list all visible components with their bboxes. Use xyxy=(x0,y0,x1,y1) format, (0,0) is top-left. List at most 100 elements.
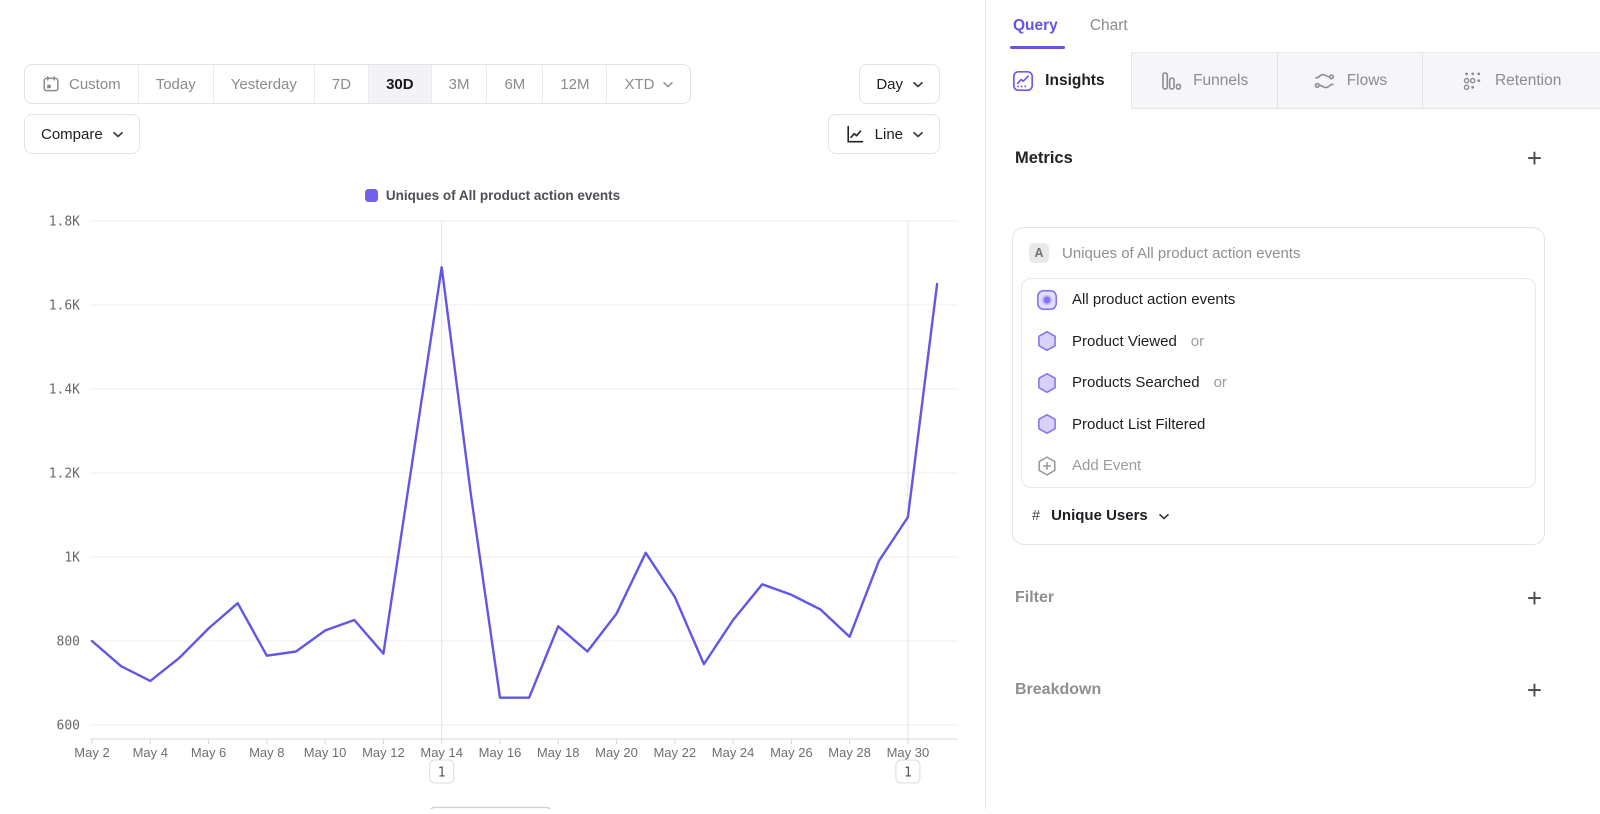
calendar-icon xyxy=(42,75,60,93)
chart-pane: Custom Today Yesterday 7D 30D 3M 6M 12M XTD Day … xyxy=(0,64,985,814)
date-range-label: 6M xyxy=(504,75,526,93)
svg-text:May 4: May 4 xyxy=(133,745,168,760)
date-range-label: 3M xyxy=(448,75,470,93)
toolbar-row-1: Custom Today Yesterday 7D 30D 3M 6M 12M XTD Day xyxy=(24,64,940,104)
date-range-label: 7D xyxy=(331,75,352,93)
svg-text:May 28: May 28 xyxy=(828,745,871,760)
view-tab-chart[interactable]: Chart xyxy=(1089,16,1128,34)
date-range-xtd[interactable]: XTD xyxy=(607,65,690,103)
metrics-section-header: Metrics + xyxy=(1015,143,1542,173)
svg-text:May 30: May 30 xyxy=(887,745,930,760)
measurement-selector[interactable]: # Unique Users xyxy=(1013,488,1544,545)
report-tab-funnels[interactable]: Funnels xyxy=(1131,52,1278,109)
breakdown-title: Breakdown xyxy=(1015,681,1102,698)
legend-label: Uniques of All product action events xyxy=(385,188,621,203)
query-panel: Query Chart Insights Funnels Flows Retention… xyxy=(986,0,1600,809)
svg-text:May 10: May 10 xyxy=(304,745,347,760)
metric-card-title: Uniques of All product action events xyxy=(1062,244,1301,262)
view-tabs: Query Chart xyxy=(986,0,1600,52)
date-range-custom[interactable]: Custom xyxy=(25,65,139,103)
date-range-label: Custom xyxy=(69,75,121,93)
event-name: Product Viewed xyxy=(1072,332,1177,350)
add-metric-button[interactable]: + xyxy=(1526,143,1542,173)
svg-text:May 6: May 6 xyxy=(191,745,226,760)
add-event-row[interactable]: Add Event xyxy=(1022,445,1535,487)
event-row[interactable]: Products Searched or xyxy=(1022,362,1535,404)
event-name: Products Searched xyxy=(1072,374,1200,392)
granularity-button[interactable]: Day xyxy=(859,64,940,104)
report-tab-retention[interactable]: Retention xyxy=(1423,52,1600,109)
event-row[interactable]: Product List Filtered xyxy=(1022,404,1535,446)
svg-text:600: 600 xyxy=(57,719,80,734)
report-tab-label: Insights xyxy=(1045,71,1105,89)
hexagon-icon xyxy=(1036,330,1058,352)
svg-text:May 14: May 14 xyxy=(420,745,463,760)
line-chart-icon xyxy=(845,124,865,144)
svg-text:May 26: May 26 xyxy=(770,745,813,760)
date-range-label: Yesterday xyxy=(230,75,297,93)
report-tab-label: Flows xyxy=(1346,71,1388,89)
chevron-down-icon xyxy=(663,82,674,88)
chart-type-button[interactable]: Line xyxy=(827,114,940,154)
report-tab-label: Retention xyxy=(1494,71,1562,89)
date-range-yesterday[interactable]: Yesterday xyxy=(214,65,315,103)
add-event-icon xyxy=(1036,455,1058,477)
add-filter-button[interactable]: + xyxy=(1526,583,1542,613)
hash-icon: # xyxy=(1032,507,1041,524)
metric-badge: A xyxy=(1029,243,1049,263)
hexagon-icon xyxy=(1036,413,1058,435)
chart-type-label: Line xyxy=(874,125,903,143)
event-operator-label: or xyxy=(1190,332,1205,350)
svg-text:1.6K: 1.6K xyxy=(49,299,80,314)
custom-event-icon xyxy=(1036,289,1058,311)
svg-text:May 2: May 2 xyxy=(74,745,109,760)
metric-card-header[interactable]: A Uniques of All product action events xyxy=(1013,228,1544,278)
add-breakdown-button[interactable]: + xyxy=(1526,675,1542,705)
report-tab-insights[interactable]: Insights xyxy=(986,52,1132,109)
svg-text:May 22: May 22 xyxy=(653,745,696,760)
event-name: Product List Filtered xyxy=(1072,415,1206,433)
report-tab-flows[interactable]: Flows xyxy=(1277,52,1424,109)
date-range-7d[interactable]: 7D xyxy=(315,65,370,103)
svg-text:May 16: May 16 xyxy=(479,745,522,760)
events-card: All product action events Product Viewed o… xyxy=(1021,278,1536,488)
retention-icon xyxy=(1462,70,1484,92)
report-tabs: Insights Funnels Flows Retention xyxy=(986,52,1600,109)
hexagon-icon xyxy=(1036,372,1058,394)
svg-text:May 12: May 12 xyxy=(362,745,405,760)
compare-button[interactable]: Compare xyxy=(24,114,140,154)
annotation-marker[interactable]: 1 xyxy=(429,759,455,784)
insights-icon xyxy=(1012,70,1034,92)
filter-section-header: Filter + xyxy=(1015,583,1542,613)
svg-text:May 8: May 8 xyxy=(249,745,284,760)
funnels-icon xyxy=(1160,70,1182,92)
svg-text:1K: 1K xyxy=(64,551,80,566)
pane-divider xyxy=(985,0,986,809)
date-range-label: 12M xyxy=(560,75,590,93)
legend-item[interactable]: Uniques of All product action events xyxy=(0,188,985,203)
event-name: All product action events xyxy=(1072,291,1236,309)
granularity-label: Day xyxy=(876,75,903,93)
svg-text:May 24: May 24 xyxy=(712,745,755,760)
svg-text:May 18: May 18 xyxy=(537,745,580,760)
event-row[interactable]: Product Viewed or xyxy=(1022,321,1535,363)
date-range-30d[interactable]: 30D xyxy=(369,65,432,103)
annotation-marker[interactable]: 1 xyxy=(895,759,921,784)
compare-label: Compare xyxy=(41,125,103,143)
date-range-3m[interactable]: 3M xyxy=(432,65,488,103)
svg-text:1: 1 xyxy=(438,766,446,781)
chevron-down-icon xyxy=(913,82,923,88)
filter-title: Filter xyxy=(1015,589,1055,606)
breakdown-section-header: Breakdown + xyxy=(1015,675,1542,705)
view-tab-query[interactable]: Query xyxy=(1010,2,1065,51)
event-row[interactable]: All product action events xyxy=(1022,279,1535,321)
event-operator-label: or xyxy=(1213,374,1227,392)
metrics-title: Metrics xyxy=(1015,148,1073,167)
date-range-6m[interactable]: 6M xyxy=(487,65,544,103)
measurement-label: Unique Users xyxy=(1051,507,1148,525)
date-range-today[interactable]: Today xyxy=(139,65,214,103)
report-tab-label: Funnels xyxy=(1193,71,1249,89)
metric-card: A Uniques of All product action events A… xyxy=(1012,227,1545,545)
date-range-12m[interactable]: 12M xyxy=(543,65,608,103)
chevron-down-icon xyxy=(913,132,923,138)
